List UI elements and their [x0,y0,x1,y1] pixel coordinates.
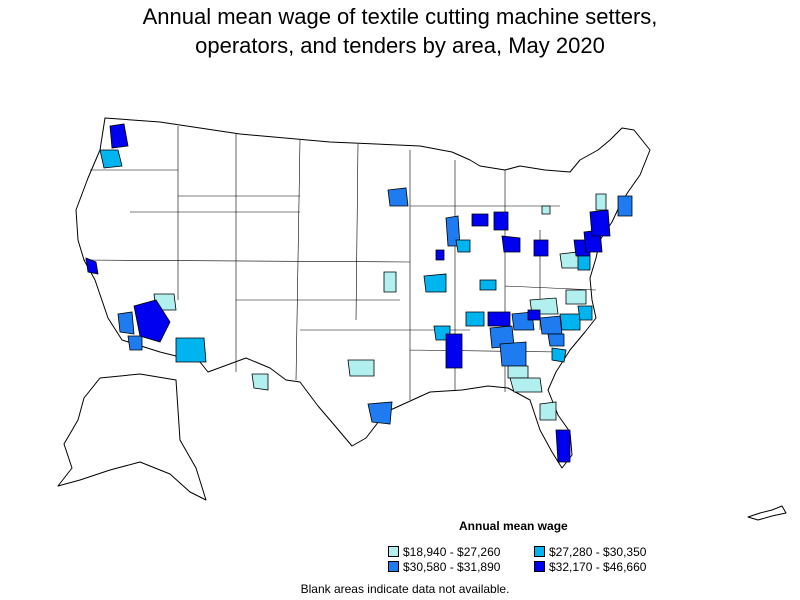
legend-item-2: $27,280 - $30,350 [534,545,646,559]
title-line-2: operators, and tenders by area, May 2020 [195,33,605,58]
area-san-diego [127,335,143,351]
area-atlanta [499,341,527,367]
area-charleston [551,347,567,363]
area-nashville [465,311,485,327]
area-mississippi [445,333,463,369]
title-line-1: Annual mean wage of textile cutting mach… [142,4,658,29]
area-new-york [589,209,611,237]
area-grand-rapids [493,211,509,231]
area-kansas-city [383,271,397,293]
area-baltimore [577,255,591,271]
legend-item-1: $18,940 - $27,260 [388,545,500,559]
area-seattle [109,123,129,149]
area-boston [617,195,633,217]
area-virginia-east [565,289,587,305]
area-el-paso [251,373,269,391]
area-indianapolis [501,235,521,253]
legend-item-4: $32,170 - $46,660 [534,560,646,574]
legend-label-4: $32,170 - $46,660 [549,560,647,574]
area-st-louis [423,273,447,293]
area-nc-east [577,305,593,321]
area-tennessee-east [487,311,511,327]
legend-swatch-3 [388,561,399,572]
legend-item-3: $30,580 - $31,890 [388,560,500,574]
area-peoria [435,249,445,261]
area-chicago [471,213,489,227]
legend-label-3: $30,580 - $31,890 [403,560,501,574]
area-jacksonville [539,401,557,421]
area-phoenix [175,337,207,363]
area-georgia-south [507,365,529,379]
us-outline [75,117,651,469]
area-houston [367,401,393,425]
legend-swatch-2 [534,546,545,557]
area-columbus [533,239,549,257]
area-los-angeles [117,311,135,335]
footnote: Blank areas indicate data not available. [300,582,510,596]
area-san-francisco [85,257,99,275]
legend-label-1: $18,940 - $27,260 [403,545,501,559]
area-rochester [541,205,551,215]
alaska-outline [57,373,207,501]
area-roanoke [527,309,541,321]
area-dallas [347,359,375,377]
area-minneapolis [387,187,409,207]
legend-title: Annual mean wage [459,519,568,533]
legend-swatch-1 [388,546,399,557]
area-greensboro [559,313,581,331]
area-columbia-sc [547,333,565,347]
area-inland-empire [133,299,171,343]
area-portland [99,149,123,169]
area-louisville [479,279,497,291]
area-alabama-south [509,377,543,393]
hawaii-islands [747,505,787,521]
legend-label-2: $27,280 - $30,350 [549,545,647,559]
map-title: Annual mean wage of textile cutting mach… [0,2,800,60]
area-chicago-west [455,239,471,253]
area-miami [555,429,571,463]
area-charlotte [539,315,563,335]
area-albany [595,193,607,211]
legend-swatch-4 [534,561,545,572]
